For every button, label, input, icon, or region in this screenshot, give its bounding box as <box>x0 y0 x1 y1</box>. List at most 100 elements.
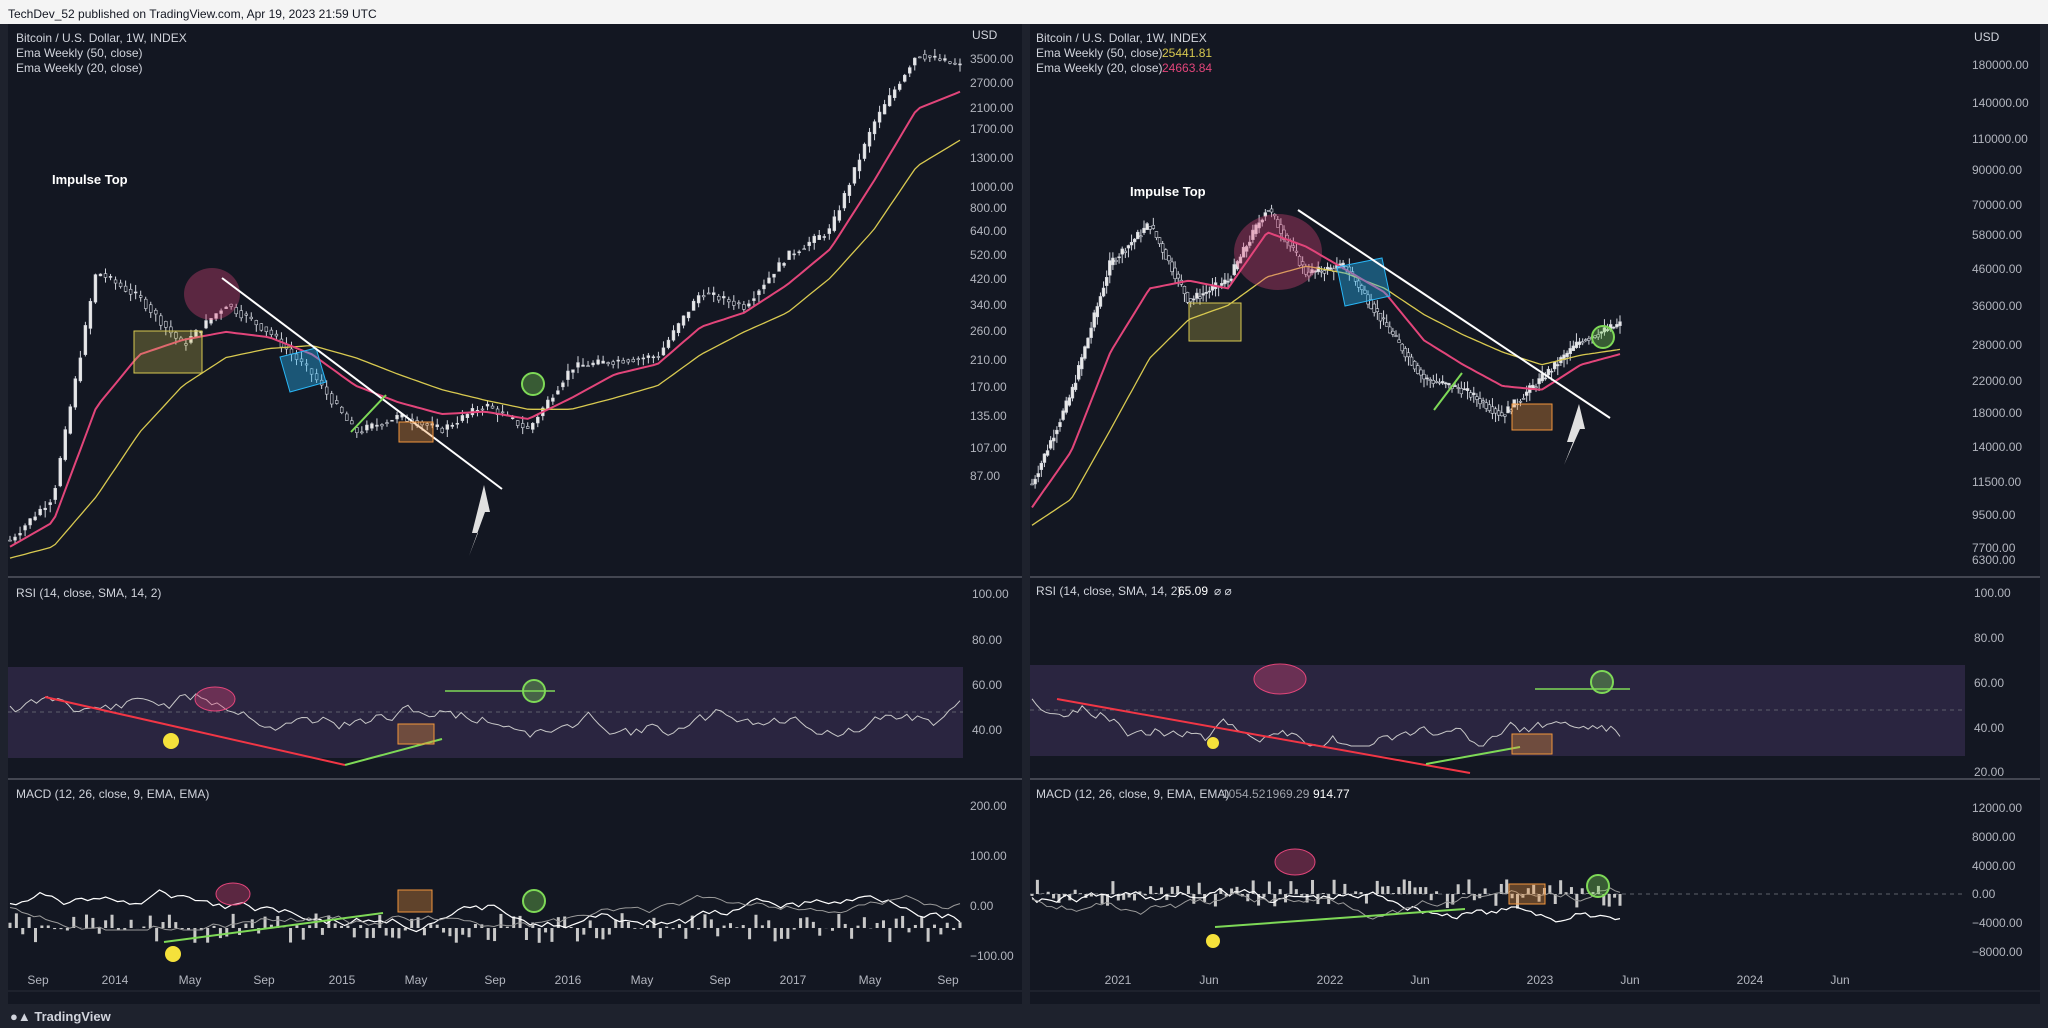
left-pink-top-oval[interactable] <box>184 268 240 320</box>
left-candle <box>455 422 460 425</box>
left-green-flag[interactable] <box>350 394 387 433</box>
left-candle <box>324 386 329 395</box>
right-price-tick: 11500.00 <box>1972 475 2021 489</box>
right-rsi-bull-divergence[interactable] <box>1425 746 1521 765</box>
left-candle <box>53 487 57 500</box>
left-macd-bar <box>289 928 293 943</box>
right-candle <box>1266 210 1271 212</box>
right-candle <box>1406 352 1411 358</box>
left-rsi-bear-divergence[interactable] <box>44 696 346 766</box>
right-candle <box>1381 317 1386 320</box>
left-macd-bar <box>658 928 662 939</box>
right-candle <box>1599 331 1604 334</box>
left-macd-bar <box>448 928 452 937</box>
left-rsi-bull-divergence[interactable] <box>344 738 443 766</box>
right-macd-green-circle[interactable] <box>1586 874 1610 898</box>
left-rsi-orange-box[interactable] <box>397 723 435 745</box>
left-macd-bar <box>493 928 497 942</box>
left-candle <box>913 57 917 66</box>
right-cyan-box[interactable] <box>1336 257 1391 307</box>
right-macd-pink-oval[interactable] <box>1274 848 1316 876</box>
right-candle <box>1120 248 1124 255</box>
left-candle <box>757 290 761 296</box>
right-signal-line <box>1031 887 1621 920</box>
left-macd-bar <box>180 928 184 930</box>
right-rsi-bear-divergence[interactable] <box>1056 698 1471 774</box>
left-macd-bar <box>748 928 752 940</box>
right-macd-bar <box>1364 894 1368 904</box>
left-macd-green-circle[interactable] <box>522 889 546 913</box>
left-macd-bar <box>148 915 152 928</box>
left-macd-bar <box>276 916 280 928</box>
right-candle <box>1577 341 1582 345</box>
left-macd-bar <box>346 925 350 928</box>
right-price-tick: 58000.00 <box>1972 228 2022 242</box>
right-rsi-orange-box[interactable] <box>1511 733 1553 755</box>
right-macd-orange-box[interactable] <box>1508 883 1546 905</box>
right-candle <box>1188 298 1193 303</box>
left-green-circle[interactable] <box>521 372 545 396</box>
left-trendline[interactable] <box>221 277 503 490</box>
right-candle <box>1282 229 1286 240</box>
left-macd-bar <box>601 928 605 940</box>
right-candle <box>1596 334 1600 338</box>
right-macd-bar <box>1359 892 1363 894</box>
left-candle <box>133 291 138 294</box>
left-macd-bar <box>486 928 490 940</box>
right-rsi-pink-oval[interactable] <box>1253 663 1307 695</box>
left-macd-bar <box>193 928 197 943</box>
chart-canvas[interactable]: Bitcoin / U.S. Dollar, 1W, INDEX Ema Wee… <box>0 24 2048 1028</box>
left-rsi-pink-oval[interactable] <box>194 686 236 712</box>
right-pink-top-oval[interactable] <box>1234 214 1322 290</box>
right-orange-box[interactable] <box>1511 403 1553 431</box>
left-macd-bar <box>920 916 924 928</box>
right-macd-bull-divergence[interactable] <box>1214 908 1466 928</box>
left-cyan-box[interactable] <box>279 347 327 393</box>
left-macd-orange-box[interactable] <box>397 889 433 913</box>
right-candle <box>1226 280 1230 283</box>
right-candle <box>1207 290 1212 293</box>
right-candle <box>1366 294 1370 305</box>
left-macd-pink-oval[interactable] <box>215 882 251 906</box>
right-macd-bar <box>1235 886 1239 894</box>
left-macd-bar <box>697 928 701 930</box>
left-candle <box>164 321 168 328</box>
left-price-tick: 420.00 <box>970 272 1007 286</box>
left-candle <box>742 304 746 310</box>
left-macd-bar <box>550 928 554 942</box>
left-price-tick: 2700.00 <box>970 76 1014 90</box>
right-green-circle[interactable] <box>1591 325 1615 349</box>
left-yellow-box[interactable] <box>133 330 203 374</box>
left-macd-bar <box>671 928 675 930</box>
tradingview-logo[interactable]: ●▲ TradingView <box>10 1009 111 1024</box>
right-yellow-box[interactable] <box>1188 302 1242 342</box>
left-candle <box>43 507 47 511</box>
right-trendline[interactable] <box>1297 209 1611 419</box>
left-macd-bar <box>352 928 356 938</box>
right-macd-bar <box>1181 894 1185 895</box>
right-title: Bitcoin / U.S. Dollar, 1W, INDEX <box>1036 31 1207 45</box>
right-price-tick: 90000.00 <box>1972 163 2022 177</box>
left-candle <box>792 253 796 256</box>
right-candle <box>1123 250 1128 253</box>
right-candle <box>1587 338 1591 341</box>
left-candle <box>138 295 143 298</box>
right-price-pane[interactable] <box>1030 24 1965 576</box>
left-rsi-green-circle[interactable] <box>522 679 546 703</box>
right-macd-bar <box>1311 879 1315 894</box>
left-rsi-yellow-dot <box>163 733 179 749</box>
right-rsi-green-circle[interactable] <box>1590 670 1614 694</box>
right-macd-pane[interactable] <box>1030 780 1965 990</box>
right-candle <box>1132 238 1137 243</box>
right-green-flag[interactable] <box>1433 372 1463 411</box>
left-time-tick-labels: Sep 2014 May Sep 2015 May Sep 2016 May Sep 2017 May… <box>27 973 959 987</box>
left-macd-bar <box>843 923 847 928</box>
left-macd-bar <box>442 928 446 933</box>
left-candle <box>229 303 233 307</box>
left-macd-pane[interactable] <box>8 780 963 990</box>
left-macd-bull-divergence[interactable] <box>163 912 384 943</box>
left-candle <box>78 357 83 382</box>
right-candle <box>1263 212 1268 217</box>
left-candle <box>626 359 630 363</box>
left-orange-box[interactable] <box>398 421 434 443</box>
